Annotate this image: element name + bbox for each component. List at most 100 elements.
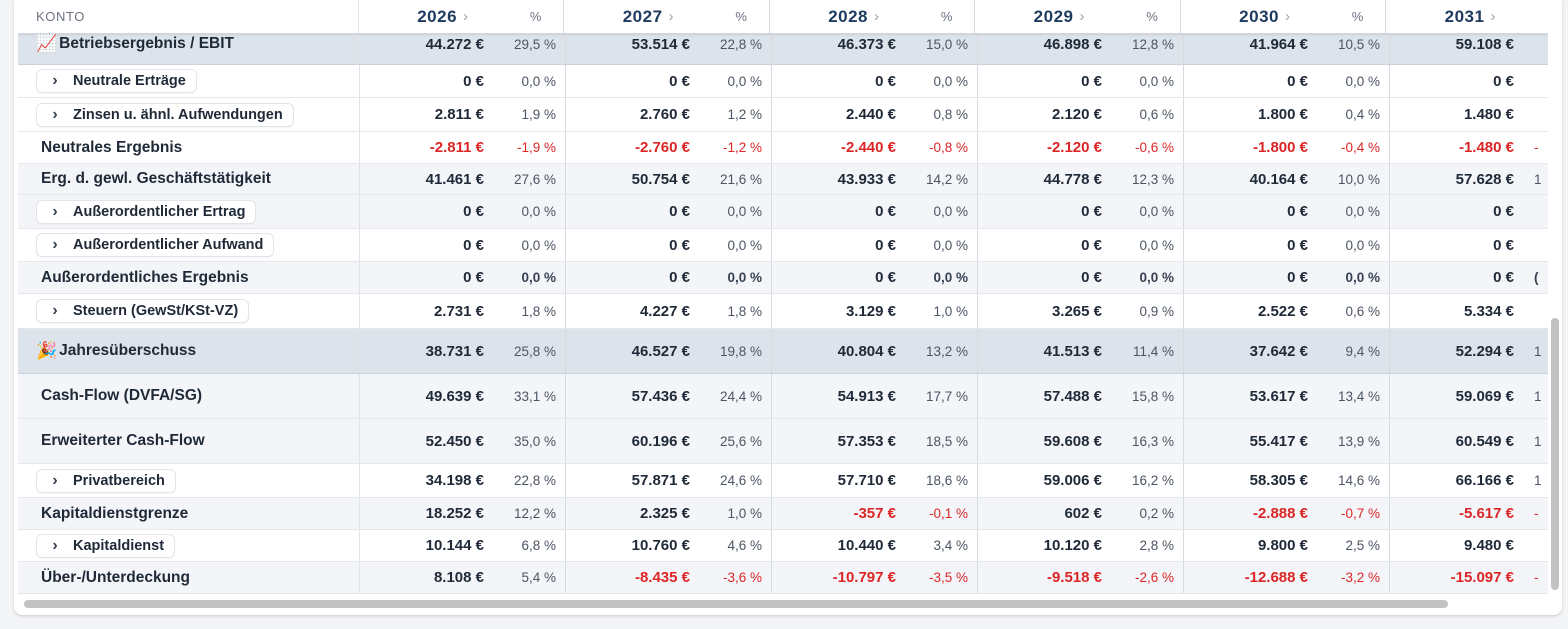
value-cell: 0 € [669, 269, 690, 286]
row-label: Steuern (GewSt/KSt-VZ) [73, 303, 239, 319]
percent-cell: ( [1534, 270, 1539, 285]
value-cell: 44.778 € [1043, 170, 1102, 188]
percent-cell: 0,0 % [1324, 262, 1390, 293]
percent-cell: -0,6 % [1118, 132, 1184, 163]
percent-header: % [499, 0, 565, 33]
value-cell: 0 € [669, 72, 690, 90]
percent-cell: 15,8 % [1118, 374, 1184, 418]
percent-cell: 25,8 % [500, 329, 566, 373]
horizontal-scrollbar[interactable] [18, 597, 1548, 609]
percent-cell: 24,4 % [706, 374, 772, 418]
vertical-scrollbar[interactable] [1548, 0, 1562, 594]
percent-cell: 0,0 % [500, 262, 566, 293]
value-cell: 10.440 € [837, 537, 896, 554]
konto-cell: › Privatbereich [18, 464, 360, 497]
table-row-au-erordentliches-ergebnis: Außerordentliches Ergebnis 0 € 0,0 % 0 € 0,0… [18, 262, 1548, 294]
percent-cell: 21,6 % [706, 164, 772, 194]
value-cell: 40.164 € [1249, 170, 1308, 188]
konto-cell: › Zinsen u. ähnl. Aufwendungen [18, 98, 360, 131]
value-cell: 57.628 € [1455, 170, 1514, 188]
percent-cell: 2,5 % [1324, 530, 1390, 561]
value-cell: 59.608 € [1043, 432, 1102, 450]
value-cell: -10.797 € [832, 569, 896, 586]
value-cell: 60.549 € [1455, 432, 1514, 450]
horizontal-scroll-thumb[interactable] [24, 600, 1448, 608]
row-label: Außerordentlicher Aufwand [73, 237, 264, 253]
table-row-uber-unterdeckung: Über-/Unterdeckung 8.108 € 5,4 % -8.435 € -3… [18, 562, 1548, 594]
value-cell: 2.522 € [1257, 302, 1308, 320]
expand-row-button[interactable]: › Kapitaldienst [36, 533, 176, 558]
percent-cell: 0,0 % [912, 195, 978, 228]
value-cell: 57.710 € [837, 472, 896, 489]
year-header-2027[interactable]: 2027 › [564, 0, 704, 33]
percent-cell: 25,6 % [706, 419, 772, 463]
percent-cell [1530, 98, 1544, 131]
table-row-kapitaldienstgrenze: Kapitaldienstgrenze 18.252 € 12,2 % 2.325 €… [18, 498, 1548, 530]
year-header-2029[interactable]: 2029 › [975, 0, 1115, 33]
year-header-2031[interactable]: 2031 › [1386, 0, 1526, 33]
table-row-kapitaldienst[interactable]: › Kapitaldienst 10.144 € 6,8 % 10.760 € 4,6 %… [18, 530, 1548, 562]
percent-cell: 22,8 % [500, 464, 566, 497]
results-table-panel: 📈 Betriebsergebnis / EBIT 44.272 € 29,5 % 53… [14, 0, 1562, 615]
value-cell: 59.006 € [1043, 472, 1102, 489]
value-cell: 0 € [669, 203, 690, 220]
results-table: 📈 Betriebsergebnis / EBIT 44.272 € 29,5 % 53… [18, 0, 1548, 594]
value-cell: 37.642 € [1249, 342, 1308, 360]
row-label: Cash-Flow (DVFA/SG) [41, 387, 203, 404]
percent-cell [1530, 229, 1544, 261]
year-label: 2029 [1033, 6, 1074, 26]
expand-row-button[interactable]: › Neutrale Erträge [36, 69, 197, 93]
table-row-steuern-gewst-kst-vz[interactable]: › Steuern (GewSt/KSt-VZ) 2.731 € 1,8 % 4.227… [18, 294, 1548, 329]
percent-cell: 19,8 % [706, 329, 772, 373]
value-cell: 0 € [1081, 203, 1102, 220]
expand-row-button[interactable]: › Privatbereich [36, 468, 176, 493]
percent-cell: 1 [1534, 473, 1542, 488]
percent-cell: 3,4 % [912, 530, 978, 561]
percent-cell: 12,2 % [500, 498, 566, 529]
chevron-right-icon: › [52, 202, 58, 220]
percent-cell: 15,0 % [912, 24, 978, 64]
vertical-scroll-thumb[interactable] [1551, 318, 1559, 590]
percent-cell: 24,6 % [706, 464, 772, 497]
table-row-au-erordentlicher-aufwand[interactable]: › Außerordentlicher Aufwand 0 € 0,0 % 0 € 0,0… [18, 229, 1548, 262]
chevron-right-icon: › [52, 536, 58, 554]
expand-row-button[interactable]: › Außerordentlicher Ertrag [36, 199, 257, 224]
row-label: Außerordentlicher Ertrag [73, 203, 246, 220]
percent-cell: 0,0 % [1324, 65, 1390, 97]
value-cell: 0 € [1287, 203, 1308, 220]
value-cell: -1.480 € [1458, 139, 1514, 156]
value-cell: 0 € [463, 269, 484, 286]
value-cell: -2.888 € [1252, 505, 1308, 522]
percent-cell: - [1534, 506, 1539, 521]
table-row-privatbereich[interactable]: › Privatbereich 34.198 € 22,8 % 57.871 € 24,6… [18, 464, 1548, 498]
expand-row-button[interactable]: › Steuern (GewSt/KSt-VZ) [36, 299, 250, 323]
table-row-neutrale-ertrage[interactable]: › Neutrale Erträge 0 € 0,0 % 0 € 0,0 % 0 € 0,0 … [18, 65, 1548, 98]
value-cell: 0 € [1493, 236, 1514, 254]
percent-cell: 10,0 % [1324, 164, 1390, 194]
year-header-2030[interactable]: 2030 › [1181, 0, 1321, 33]
expand-row-button[interactable]: › Außerordentlicher Aufwand [36, 233, 275, 257]
year-header-2026[interactable]: 2026 › [359, 0, 499, 33]
percent-cell: 33,1 % [500, 374, 566, 418]
table-row-cash-flow-dvfa-sg: Cash-Flow (DVFA/SG) 49.639 € 33,1 % 57.436 … [18, 374, 1548, 419]
percent-cell: -0,7 % [1324, 498, 1390, 529]
year-header-2028[interactable]: 2028 › [770, 0, 910, 33]
percent-header: % [910, 0, 976, 33]
konto-cell: Kapitaldienstgrenze [18, 498, 360, 529]
value-cell: 41.964 € [1249, 35, 1308, 53]
value-cell: 10.120 € [1043, 537, 1102, 554]
value-cell: 3.129 € [845, 302, 896, 320]
value-cell: 2.120 € [1051, 106, 1102, 123]
value-cell: 0 € [1081, 269, 1102, 286]
table-row-zinsen-u-ahnl-aufwendungen[interactable]: › Zinsen u. ähnl. Aufwendungen 2.811 € 1,9 … [18, 98, 1548, 132]
percent-cell: 0,2 % [1118, 498, 1184, 529]
value-cell: 0 € [1287, 236, 1308, 254]
table-row-au-erordentlicher-ertrag[interactable]: › Außerordentlicher Ertrag 0 € 0,0 % 0 € 0,0 … [18, 195, 1548, 229]
value-cell: 0 € [1287, 72, 1308, 90]
chevron-right-icon: › [874, 8, 880, 25]
value-cell: 59.069 € [1455, 387, 1514, 405]
percent-cell: 0,6 % [1324, 294, 1390, 328]
value-cell: 0 € [875, 269, 896, 286]
percent-cell: 35,0 % [500, 419, 566, 463]
expand-row-button[interactable]: › Zinsen u. ähnl. Aufwendungen [36, 102, 294, 127]
